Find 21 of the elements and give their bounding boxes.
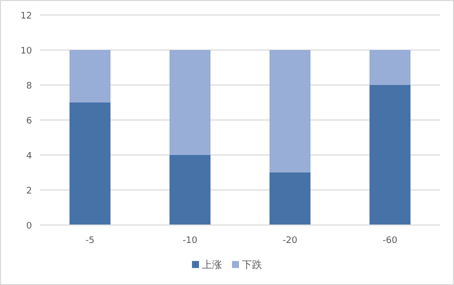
bar — [170, 155, 210, 225]
y-tick-label: 6 — [26, 116, 32, 126]
legend-label: 上涨 — [202, 259, 222, 271]
x-tick-label: -60 — [382, 236, 398, 246]
bar — [370, 50, 410, 85]
x-tick-label: -10 — [182, 236, 198, 246]
y-tick-label: 0 — [26, 222, 32, 232]
bar — [270, 50, 310, 172]
y-tick-label: 2 — [26, 186, 32, 196]
bar — [270, 172, 310, 225]
bar — [170, 50, 210, 155]
y-tick-label: 8 — [26, 82, 32, 92]
x-tick-label: -5 — [86, 236, 94, 246]
bar — [70, 102, 110, 225]
y-tick-label: 4 — [26, 152, 32, 162]
x-tick-label: -20 — [282, 236, 298, 246]
y-tick-label: 10 — [20, 46, 32, 56]
legend-label: 下跌 — [242, 259, 262, 271]
y-tick-label: 12 — [20, 12, 32, 22]
bar — [370, 85, 410, 225]
bar — [70, 50, 110, 102]
